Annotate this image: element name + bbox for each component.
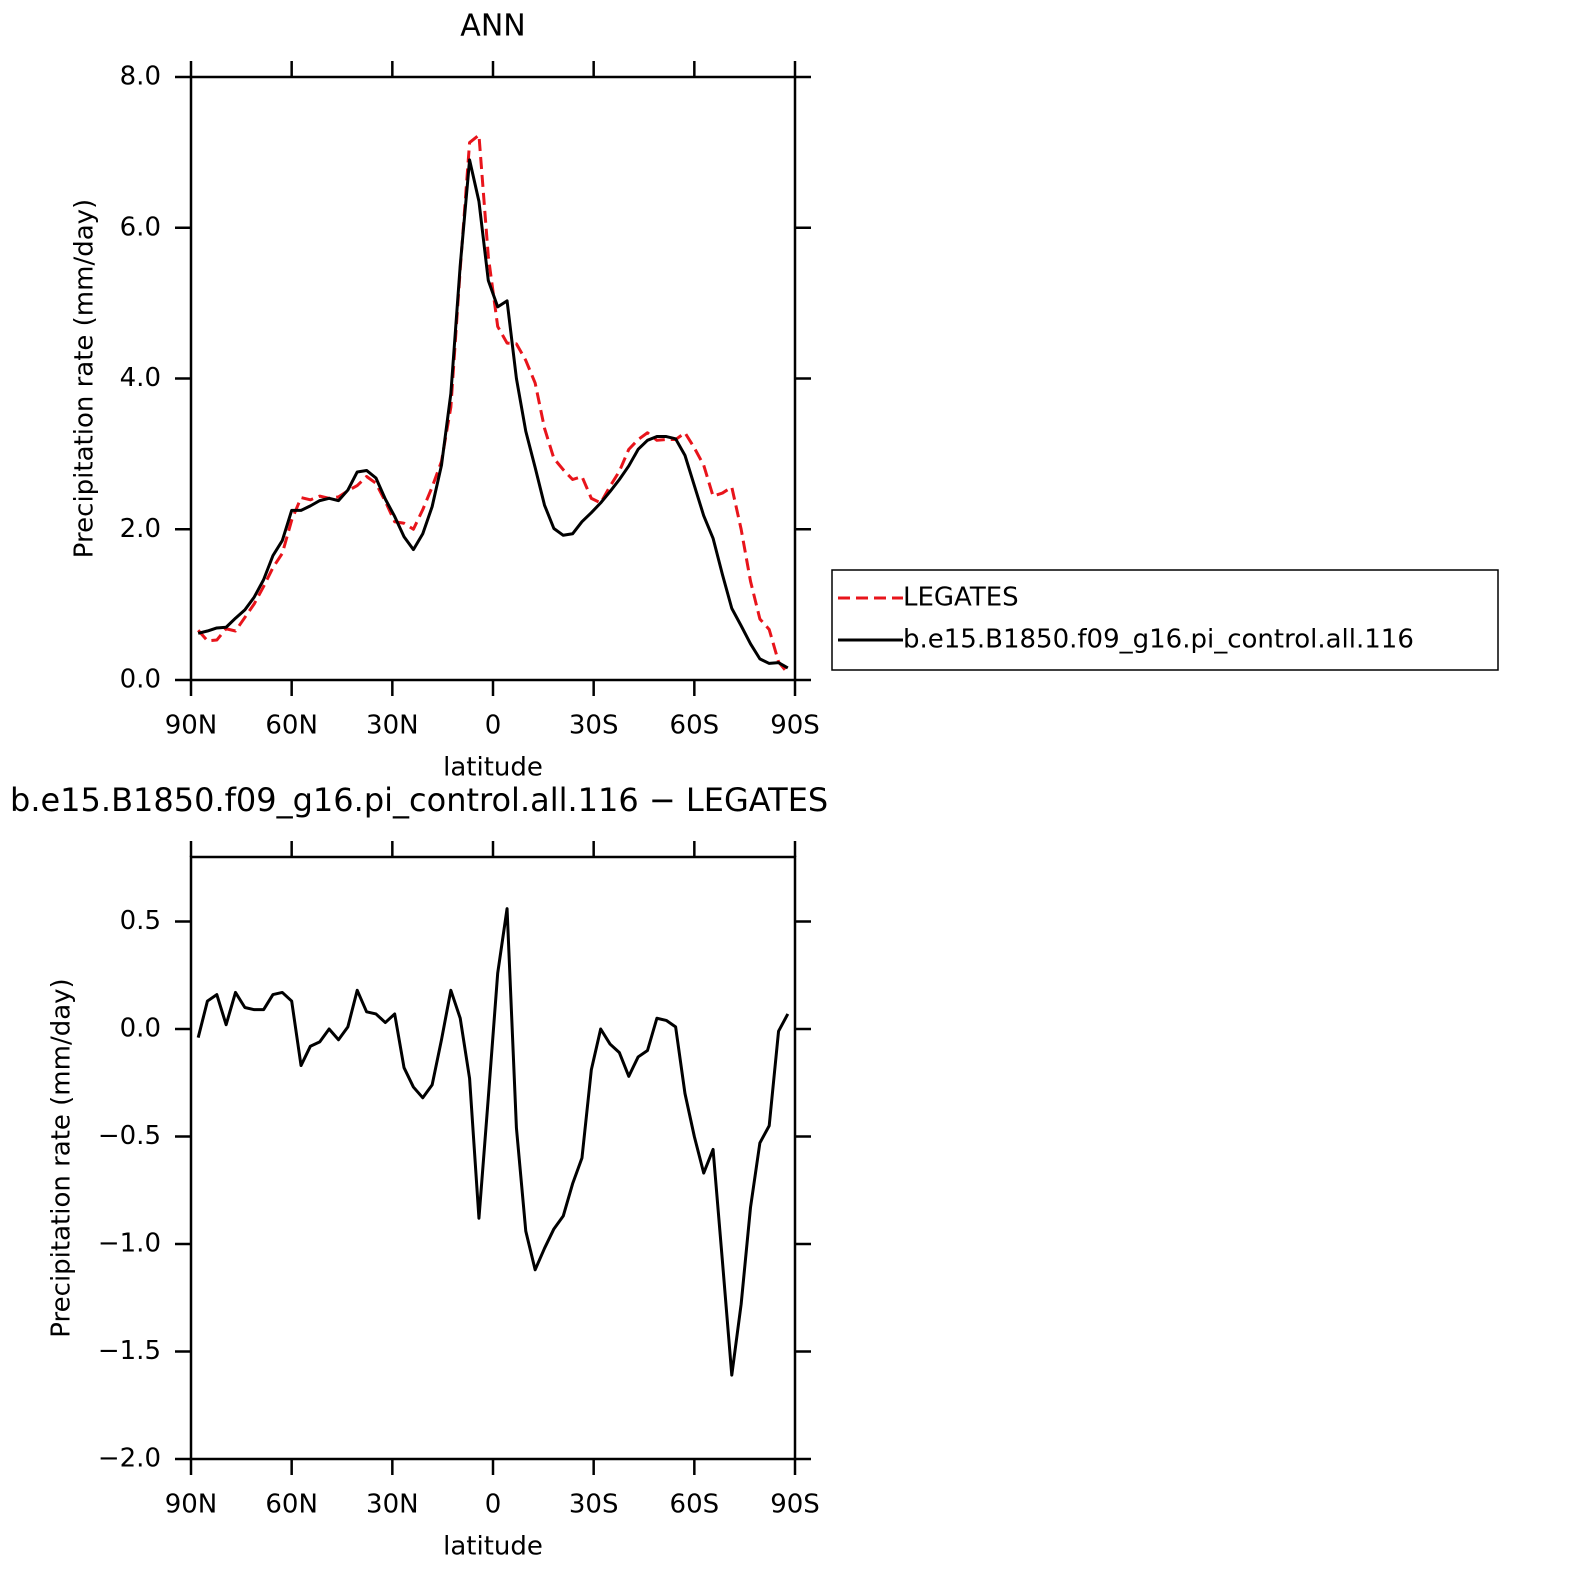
x-tick-label: 90S	[770, 711, 820, 741]
y-tick-label: 0.5	[120, 906, 161, 936]
x-tick-label: 0	[485, 1490, 502, 1520]
x-axis-label: latitude	[443, 1532, 543, 1562]
y-tick-label: 6.0	[120, 212, 161, 242]
legend-box	[831, 569, 1499, 671]
plot-frame	[189, 855, 797, 1461]
x-tick-label: 90N	[165, 1490, 218, 1520]
x-tick-label: 60N	[265, 711, 318, 741]
y-tick-label: −0.5	[98, 1121, 161, 1151]
x-axis-label: latitude	[443, 753, 543, 783]
x-tick-label: 30N	[366, 1490, 419, 1520]
x-tick-label: 0	[485, 711, 502, 741]
legend-label: LEGATES	[903, 583, 1019, 613]
x-tick-label: 90S	[770, 1490, 820, 1520]
chart-title: ANN	[460, 9, 525, 44]
plot-frame	[189, 75, 797, 682]
y-axis-label: Precipitation rate (mm/day)	[47, 978, 77, 1337]
x-tick-label: 60N	[265, 1490, 318, 1520]
y-tick-label: 0.0	[120, 665, 161, 695]
x-tick-label: 60S	[670, 711, 720, 741]
y-tick-label: −1.0	[98, 1229, 161, 1259]
y-tick-label: 0.0	[120, 1014, 161, 1044]
data-line	[196, 907, 790, 1377]
x-tick-label: 30S	[569, 711, 619, 741]
y-tick-label: −1.5	[98, 1336, 161, 1366]
y-axis-label: Precipitation rate (mm/day)	[70, 199, 100, 558]
x-tick-label: 30N	[366, 711, 419, 741]
y-tick-label: −2.0	[98, 1444, 161, 1474]
x-tick-label: 30S	[569, 1490, 619, 1520]
x-tick-label: 90N	[165, 711, 218, 741]
y-tick-label: 2.0	[120, 514, 161, 544]
data-line	[197, 133, 789, 675]
chart-title: b.e15.B1850.f09_g16.pi_control.all.116 −…	[10, 781, 828, 819]
x-tick-label: 60S	[670, 1490, 720, 1520]
y-tick-label: 8.0	[120, 62, 161, 92]
legend-label: b.e15.B1850.f09_g16.pi_control.all.116	[903, 625, 1414, 655]
y-tick-label: 4.0	[120, 363, 161, 393]
data-line	[197, 158, 789, 670]
